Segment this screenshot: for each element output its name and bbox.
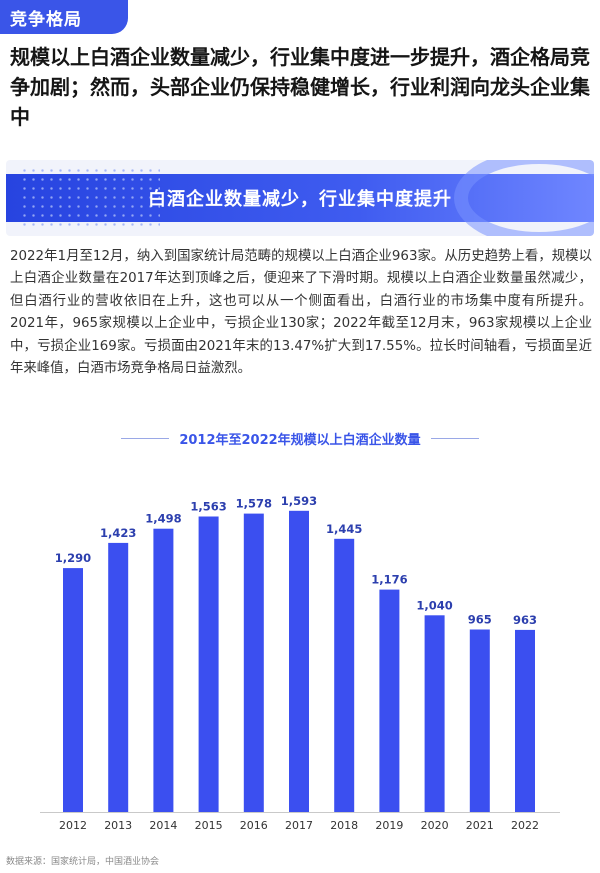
bar-2012 [63, 568, 83, 812]
x-tick-label-2014: 2014 [149, 819, 177, 832]
title-rule-right [430, 437, 479, 439]
x-tick-label-2020: 2020 [421, 819, 449, 832]
section-tag-label: 竞争格局 [10, 9, 82, 30]
bar-2016 [243, 513, 264, 812]
bar-chart: 1,290 2012 1,423 2013 1,498 2014 1,563 2015 1,57… [40, 494, 560, 832]
value-label-2013: 1,423 [100, 526, 136, 540]
bar-2014 [153, 528, 174, 812]
page-headline: 规模以上白酒企业数量减少，行业集中度进一步提升，酒企格局竞争加剧；然而，头部企业… [10, 45, 590, 129]
value-label-2019: 1,176 [371, 573, 407, 587]
section-banner: 白酒企业数量减少，行业集中度提升 [6, 160, 594, 236]
x-tick-label-2021: 2021 [466, 819, 494, 832]
value-label-2014: 1,498 [145, 512, 181, 526]
x-tick-label-2019: 2019 [375, 819, 403, 832]
value-label-2018: 1,445 [326, 522, 362, 536]
value-label-2017: 1,593 [281, 494, 317, 508]
bar-2018 [334, 538, 355, 812]
chart-title: 2012年至2022年规模以上白酒企业数量 [179, 432, 421, 448]
x-tick-label-2018: 2018 [330, 819, 358, 832]
value-label-2015: 1,563 [190, 500, 226, 514]
chart-title-row: 2012年至2022年规模以上白酒企业数量 [0, 428, 600, 448]
banner-title: 白酒企业数量减少，行业集中度提升 [148, 189, 452, 210]
value-label-2012: 1,290 [55, 551, 91, 565]
x-tick-label-2017: 2017 [285, 819, 313, 832]
x-tick-label-2015: 2015 [195, 819, 223, 832]
data-source: 数据来源：国家统计局，中国酒业协会 [6, 857, 160, 867]
bar-2015 [198, 516, 219, 812]
body-paragraph: 2022年1月至12月，纳入到国家统计局范畴的规模以上白酒企业963家。从历史趋… [10, 249, 592, 377]
bar-2013 [108, 542, 129, 812]
section-tag: 竞争格局 [0, 0, 128, 34]
value-label-2020: 1,040 [416, 598, 452, 612]
banner-dot-pattern [20, 166, 160, 230]
title-rule-left [121, 437, 170, 439]
bar-2020 [424, 615, 445, 812]
value-label-2021: 965 [468, 613, 492, 627]
bar-2021 [469, 629, 490, 812]
value-label-2022: 963 [513, 613, 537, 627]
bar-2017 [289, 510, 309, 812]
x-tick-label-2022: 2022 [511, 819, 539, 832]
x-tick-label-2012: 2012 [59, 819, 87, 832]
bar-2022 [515, 629, 535, 812]
x-tick-label-2013: 2013 [104, 819, 132, 832]
x-tick-label-2016: 2016 [240, 819, 268, 832]
value-label-2016: 1,578 [236, 497, 272, 511]
bar-2019 [379, 589, 400, 812]
